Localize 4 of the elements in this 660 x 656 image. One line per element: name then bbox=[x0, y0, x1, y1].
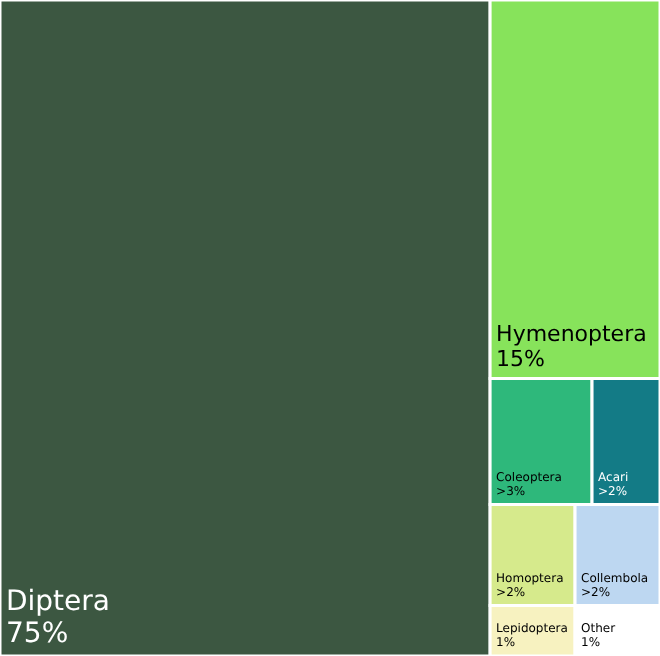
category-label: Hymenoptera bbox=[496, 321, 647, 348]
data-label: 75% bbox=[6, 618, 69, 650]
category-label: Diptera bbox=[6, 585, 110, 618]
data-label: 15% bbox=[496, 346, 546, 373]
